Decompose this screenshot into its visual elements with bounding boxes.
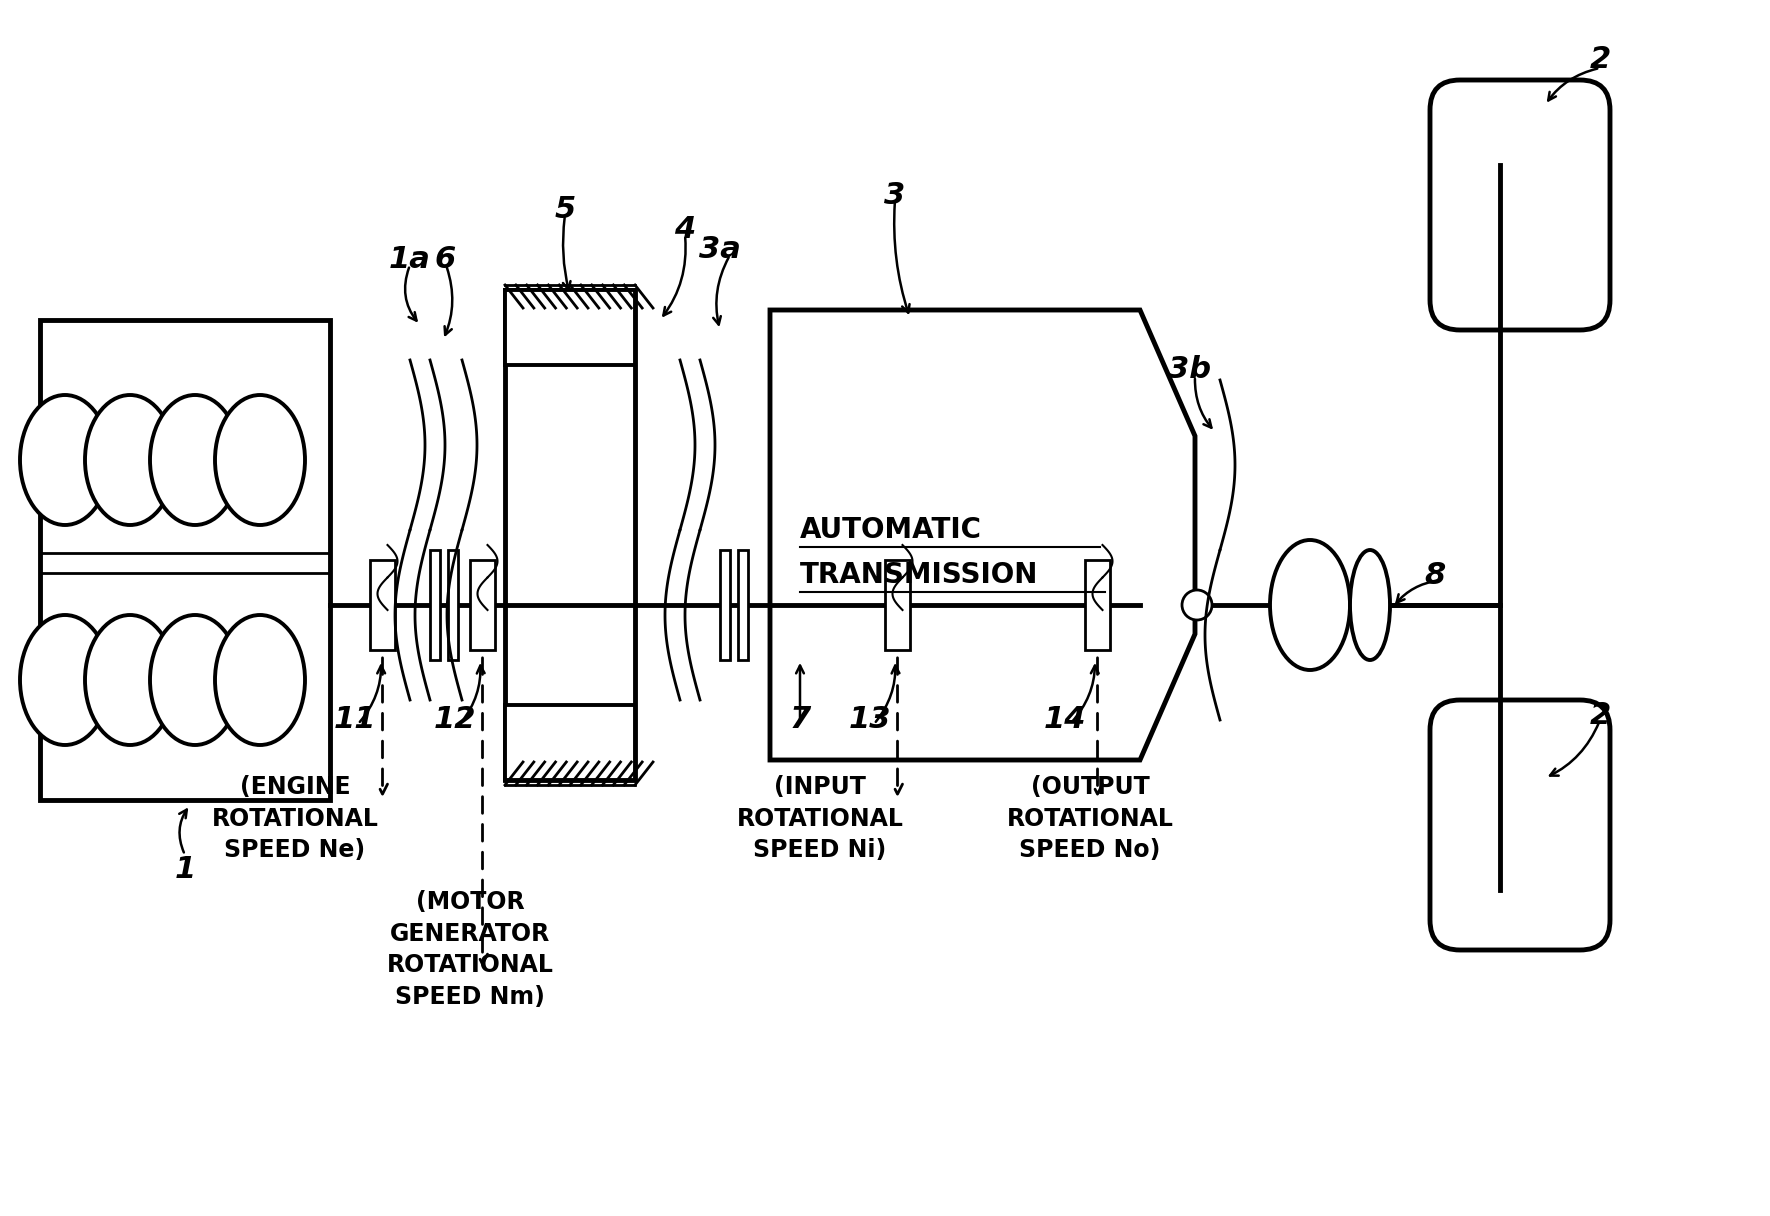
Ellipse shape: [85, 395, 175, 525]
Text: TRANSMISSION: TRANSMISSION: [800, 561, 1039, 589]
Text: 1: 1: [175, 856, 196, 884]
Bar: [720, 550, 729, 660]
Bar: [41, 320, 329, 800]
Bar: [504, 705, 635, 779]
FancyBboxPatch shape: [1430, 700, 1611, 950]
Ellipse shape: [19, 395, 110, 525]
FancyBboxPatch shape: [1430, 80, 1611, 330]
Text: 14: 14: [1044, 705, 1087, 734]
Text: 6: 6: [434, 246, 455, 275]
Ellipse shape: [19, 615, 110, 745]
Text: 2: 2: [1589, 700, 1611, 730]
Text: 4: 4: [674, 215, 696, 244]
Text: 11: 11: [335, 705, 377, 734]
Bar: [430, 550, 441, 660]
Bar: [1085, 561, 1110, 651]
Bar: [471, 561, 496, 651]
Text: 2: 2: [1589, 45, 1611, 74]
Ellipse shape: [214, 395, 304, 525]
Bar: [448, 550, 458, 660]
Circle shape: [1182, 590, 1212, 620]
Text: 12: 12: [434, 705, 476, 734]
Bar: [504, 289, 635, 779]
Ellipse shape: [1351, 550, 1389, 660]
Text: 3b: 3b: [1168, 355, 1211, 384]
Ellipse shape: [1271, 540, 1351, 670]
Text: 1a: 1a: [389, 246, 430, 275]
Bar: [738, 550, 749, 660]
Bar: [885, 561, 910, 651]
Bar: [504, 289, 635, 365]
Text: (ENGINE
ROTATIONAL
SPEED Ne): (ENGINE ROTATIONAL SPEED Ne): [212, 775, 379, 862]
Ellipse shape: [214, 615, 304, 745]
Text: 5: 5: [554, 196, 575, 225]
Text: (MOTOR
GENERATOR
ROTATIONAL
SPEED Nm): (MOTOR GENERATOR ROTATIONAL SPEED Nm): [386, 890, 554, 1009]
Ellipse shape: [85, 615, 175, 745]
Text: 3: 3: [885, 180, 906, 209]
Ellipse shape: [150, 615, 241, 745]
Ellipse shape: [150, 395, 241, 525]
Polygon shape: [770, 310, 1195, 760]
Bar: [370, 561, 395, 651]
Text: AUTOMATIC: AUTOMATIC: [800, 516, 982, 544]
Text: 7: 7: [789, 705, 811, 734]
Text: (OUTPUT
ROTATIONAL
SPEED No): (OUTPUT ROTATIONAL SPEED No): [1007, 775, 1174, 862]
Text: 3a: 3a: [699, 236, 742, 265]
Text: 8: 8: [1425, 561, 1446, 590]
Text: (INPUT
ROTATIONAL
SPEED Ni): (INPUT ROTATIONAL SPEED Ni): [736, 775, 903, 862]
Text: 13: 13: [850, 705, 892, 734]
